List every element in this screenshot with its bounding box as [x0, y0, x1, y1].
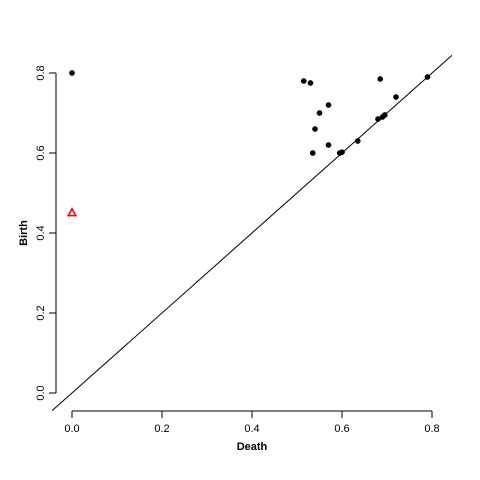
data-point [312, 126, 318, 132]
x-tick-label: 0.2 [154, 423, 169, 435]
data-point [307, 80, 314, 86]
data-point [309, 150, 316, 156]
y-tick-label: 0.0 [35, 385, 47, 400]
data-point [325, 102, 332, 108]
data-point [377, 76, 384, 82]
y-axis-title: Birth [18, 220, 30, 246]
x-tick-label: 0.8 [424, 423, 439, 435]
y-tick-label: 0.4 [35, 225, 47, 240]
x-tick-label: 0.6 [334, 423, 349, 435]
data-point [300, 78, 307, 84]
data-point-triangle [66, 207, 78, 217]
data-point [375, 116, 381, 122]
data-point [424, 74, 431, 80]
data-point [339, 149, 345, 156]
y-tick-label: 0.6 [35, 145, 47, 160]
data-point [325, 142, 332, 148]
data-point [69, 70, 75, 76]
y-tick-label: 0.2 [35, 305, 47, 320]
y-tick-label: 0.8 [35, 65, 47, 80]
data-point [393, 94, 399, 100]
x-tick-label: 0.0 [64, 423, 79, 435]
x-tick-label: 0.4 [244, 423, 259, 435]
data-point [316, 110, 323, 116]
data-point [354, 138, 361, 144]
diagonal-line [51, 54, 453, 412]
x-axis-title: Death [237, 441, 268, 453]
